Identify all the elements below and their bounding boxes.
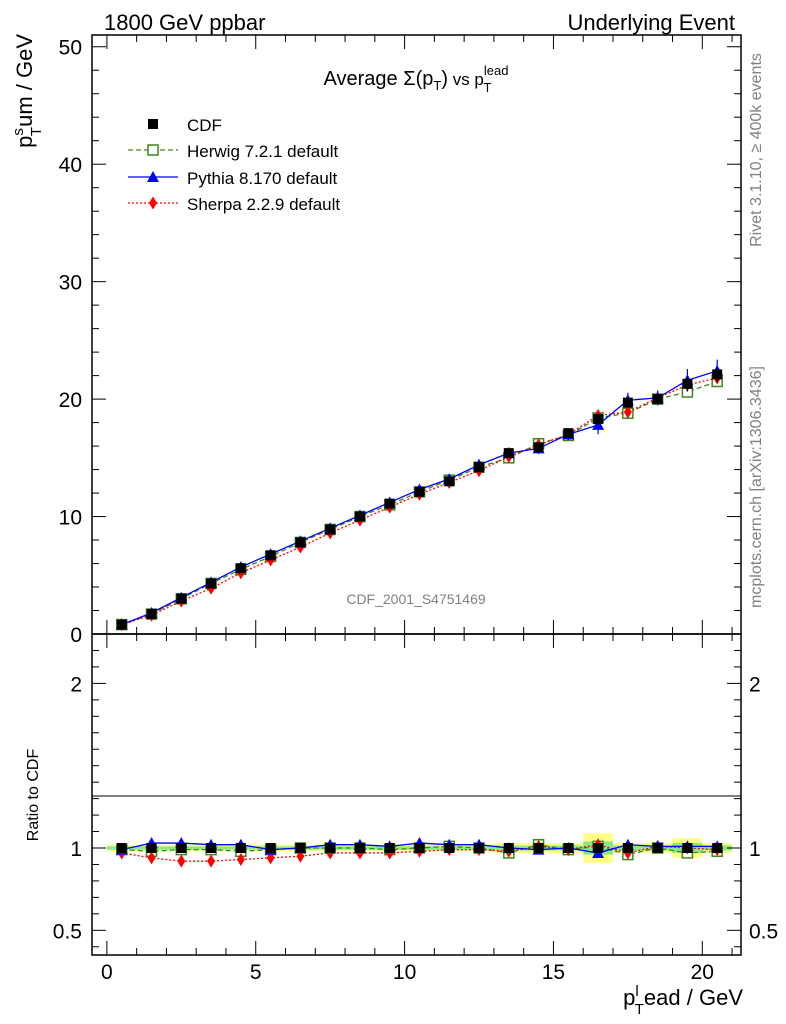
ratio-panel: 0.5 0.5 1 1 2 2 0 5 10 15 20 Ratio to CDF pl Tead …: [25, 633, 778, 1018]
ratio-point-cdf: [235, 843, 246, 853]
main-x-ticks: [106, 35, 733, 634]
ratio-y-tick-label-right: 2: [749, 673, 761, 696]
legend-marker-sherpa-2-2-9-default: [149, 196, 157, 210]
point-cdf: [116, 619, 127, 630]
ratio-y-tick-label: 2: [70, 673, 82, 696]
main-y-ticks: 0 10 20 30 40 50: [59, 37, 741, 647]
x-tick-label: 10: [393, 961, 416, 984]
ratio-point-sherpa-2-2-9-default: [147, 851, 156, 865]
x-tick-label: 20: [691, 961, 714, 984]
ratio-point-cdf: [146, 843, 157, 853]
point-cdf: [503, 448, 514, 459]
point-cdf: [265, 550, 276, 561]
ratio-point-cdf: [563, 843, 574, 853]
legend-marker-cdf: [148, 119, 158, 129]
point-cdf: [563, 428, 574, 439]
point-cdf: [325, 524, 336, 535]
ratio-point-cdf: [622, 843, 633, 853]
y-tick-label: 40: [59, 154, 82, 177]
legend-label-sherpa-2-2-9-default: Sherpa 2.2.9 default: [187, 195, 340, 214]
ratio-point-cdf: [325, 843, 336, 853]
ratio-point-cdf: [593, 843, 604, 853]
point-cdf: [622, 397, 633, 408]
ratio-point-cdf: [354, 843, 365, 853]
legend-label-cdf: CDF: [187, 116, 222, 135]
ratio-plot-frame: [91, 633, 742, 956]
point-cdf: [235, 563, 246, 574]
point-cdf: [444, 476, 455, 487]
main-series-layer: [115, 359, 724, 632]
x-tick-label: 5: [250, 961, 262, 984]
ratio-x-ticks: 0 5 10 15 20: [101, 634, 733, 984]
header-left: 1800 GeV ppbar: [104, 10, 265, 35]
ratio-point-cdf: [384, 843, 395, 853]
y-tick-label: 10: [59, 507, 82, 530]
ratio-y-tick-label-right: 0.5: [749, 920, 778, 943]
point-cdf: [176, 593, 187, 604]
chart-title: Average Σ(pT) vs plead T: [324, 63, 509, 95]
ratio-point-cdf: [444, 843, 455, 853]
ratio-point-cdf: [116, 843, 127, 853]
ratio-point-sherpa-2-2-9-default: [207, 854, 216, 868]
ratio-point-sherpa-2-2-9-default: [177, 854, 186, 868]
main-panel: 0 10 20 30 40 50 Average Σ(pT) vs plead T CDF_…: [10, 34, 742, 647]
ratio-y-tick-label: 0.5: [53, 920, 82, 943]
legend-marker-pythia-8-170-default: [147, 171, 159, 182]
legend-marker-herwig-7-2-1-default: [147, 144, 159, 156]
mcplots-label: mcplots.cern.ch [arXiv:1306.3436]: [748, 366, 765, 608]
point-cdf: [354, 511, 365, 522]
ratio-point-cdf: [682, 843, 693, 853]
point-sherpa-2-2-9-default: [623, 405, 632, 419]
point-cdf: [384, 498, 395, 509]
x-axis-label: pl Tead / GeV: [623, 983, 743, 1018]
point-cdf: [712, 369, 723, 380]
ratio-y-axis-label: Ratio to CDF: [25, 749, 42, 842]
ratio-y-tick-label: 1: [70, 838, 82, 861]
ratio-point-cdf: [176, 843, 187, 853]
ratio-point-cdf: [414, 843, 425, 853]
ratio-point-cdf: [533, 843, 544, 853]
rivet-label: Rivet 3.1.10, ≥ 400k events: [748, 53, 765, 247]
ratio-point-cdf: [295, 843, 306, 853]
ratio-point-cdf: [503, 843, 514, 853]
point-cdf: [682, 378, 693, 389]
ratio-point-cdf: [712, 843, 723, 853]
y-tick-label: 20: [59, 389, 82, 412]
x-tick-label: 15: [542, 961, 565, 984]
ratio-point-cdf: [474, 843, 485, 853]
y-tick-label: 30: [59, 272, 82, 295]
point-cdf: [206, 578, 217, 589]
legend: CDF Herwig 7.2.1 default Pythia 8.170 defa…: [128, 116, 340, 214]
ratio-point-cdf: [206, 843, 217, 853]
y-tick-label: 50: [59, 37, 82, 60]
ratio-y-ticks: 0.5 0.5 1 1 2 2: [53, 649, 778, 948]
point-cdf: [652, 394, 663, 405]
legend-label-pythia-8-170-default: Pythia 8.170 default: [187, 169, 338, 188]
ratio-y-tick-label-right: 1: [749, 838, 761, 861]
point-cdf: [474, 462, 485, 473]
y-tick-label: 0: [70, 624, 82, 647]
point-cdf: [533, 442, 544, 453]
point-cdf: [146, 609, 157, 620]
point-cdf: [295, 537, 306, 548]
analysis-watermark: CDF_2001_S4751469: [346, 591, 486, 607]
series-line-herwig-7-2-1-default: [121, 380, 718, 626]
ratio-point-cdf: [265, 843, 276, 853]
ratio-series-layer: [115, 837, 724, 868]
ratio-point-cdf: [652, 843, 663, 853]
legend-label-herwig-7-2-1-default: Herwig 7.2.1 default: [187, 142, 338, 161]
x-tick-label: 0: [101, 961, 113, 984]
point-cdf: [414, 486, 425, 497]
y-axis-label: psTum / GeV: [10, 34, 45, 148]
header-right: Underlying Event: [567, 10, 735, 35]
point-cdf: [593, 414, 604, 425]
ratio-point-sherpa-2-2-9-default: [236, 853, 245, 867]
